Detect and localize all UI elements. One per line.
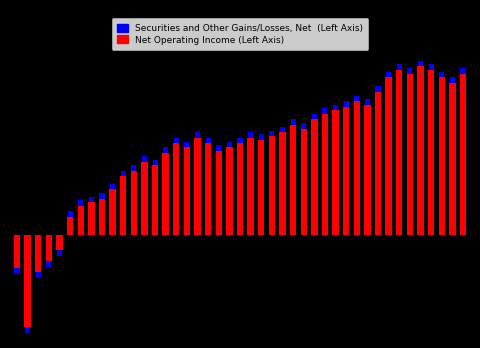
Bar — [46, 235, 52, 261]
Bar — [375, 92, 381, 235]
Bar — [364, 105, 371, 235]
Bar — [418, 61, 423, 66]
Bar — [152, 165, 158, 235]
Bar — [131, 171, 137, 235]
Bar — [153, 160, 157, 165]
Bar — [24, 235, 31, 327]
Bar — [312, 114, 317, 119]
Bar — [354, 101, 360, 235]
Bar — [323, 109, 327, 114]
Bar — [396, 64, 402, 70]
Bar — [258, 140, 264, 235]
Bar — [333, 105, 338, 110]
Bar — [396, 70, 402, 235]
Bar — [238, 138, 242, 143]
Bar — [67, 217, 73, 235]
Bar — [269, 136, 275, 235]
Bar — [163, 152, 169, 235]
Bar — [332, 110, 339, 235]
Bar — [120, 171, 126, 176]
Bar — [142, 156, 147, 162]
Bar — [385, 77, 392, 235]
Bar — [184, 142, 190, 147]
Bar — [56, 235, 63, 250]
Bar — [290, 119, 296, 125]
Bar — [449, 83, 456, 235]
Bar — [226, 147, 233, 235]
Bar — [78, 200, 84, 206]
Bar — [407, 73, 413, 235]
Bar — [120, 176, 126, 235]
Bar — [408, 68, 412, 73]
Bar — [343, 106, 349, 235]
Bar — [460, 73, 466, 235]
Bar — [450, 77, 455, 83]
Bar — [439, 72, 444, 77]
Bar — [99, 199, 105, 235]
Bar — [68, 212, 72, 217]
Bar — [301, 123, 306, 129]
Bar — [439, 77, 445, 235]
Bar — [354, 96, 360, 101]
Bar — [57, 250, 62, 255]
Bar — [131, 165, 136, 171]
Bar — [279, 132, 286, 235]
Bar — [248, 132, 253, 138]
Bar — [460, 68, 466, 73]
Bar — [78, 206, 84, 235]
Bar — [386, 72, 391, 77]
Bar — [237, 143, 243, 235]
Bar — [174, 138, 179, 143]
Bar — [163, 147, 168, 152]
Bar — [14, 235, 20, 268]
Bar — [14, 268, 20, 274]
Bar — [300, 129, 307, 235]
Bar — [269, 130, 275, 136]
Bar — [216, 151, 222, 235]
Bar — [375, 86, 381, 92]
Bar — [36, 272, 41, 278]
Bar — [280, 127, 285, 132]
Bar — [109, 189, 116, 235]
Bar — [195, 132, 200, 138]
Bar — [247, 138, 254, 235]
Bar — [184, 147, 190, 235]
Bar — [322, 114, 328, 235]
Bar — [141, 162, 148, 235]
Bar — [35, 235, 41, 272]
Bar — [417, 66, 424, 235]
Bar — [428, 70, 434, 235]
Bar — [311, 119, 317, 235]
Bar — [429, 64, 433, 70]
Bar — [99, 193, 105, 199]
Bar — [365, 99, 370, 105]
Bar — [88, 202, 95, 235]
Bar — [25, 327, 30, 333]
Bar — [194, 138, 201, 235]
Bar — [205, 143, 211, 235]
Bar — [344, 101, 349, 106]
Bar — [259, 134, 264, 140]
Bar — [290, 125, 296, 235]
Bar — [227, 142, 232, 147]
Legend: Securities and Other Gains/Losses, Net  (Left Axis), Net Operating Income (Left : Securities and Other Gains/Losses, Net (… — [111, 18, 369, 50]
Bar — [216, 145, 221, 151]
Bar — [110, 184, 115, 189]
Bar — [205, 138, 211, 143]
Bar — [173, 143, 180, 235]
Bar — [47, 261, 51, 267]
Bar — [89, 197, 94, 202]
